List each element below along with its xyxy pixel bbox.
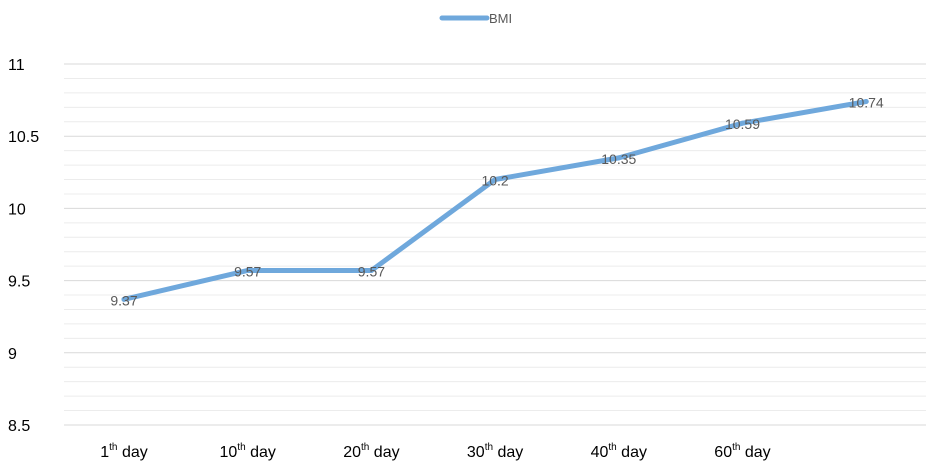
gridlines	[64, 63, 926, 426]
x-tick-label: 10th day	[220, 442, 276, 461]
y-tick-label: 10	[8, 201, 26, 218]
data-label: 9.57	[358, 263, 385, 279]
data-point	[863, 99, 869, 105]
y-tick-label: 9.5	[8, 274, 30, 291]
data-point	[121, 296, 127, 302]
data-point	[245, 267, 251, 273]
x-tick-label: 60th day	[714, 442, 770, 461]
data-label: 10.2	[481, 173, 508, 189]
x-tick-label: 40th day	[591, 442, 647, 461]
data-label: 9.37	[110, 292, 137, 308]
data-label: 9.57	[234, 263, 261, 279]
data-point	[740, 120, 745, 126]
x-tick-label: 30th day	[467, 442, 523, 461]
data-label: 10.35	[601, 151, 636, 167]
y-tick-label: 10.5	[8, 129, 39, 146]
data-point	[616, 155, 622, 161]
legend: BMI	[439, 11, 512, 26]
data-label: 10.59	[725, 116, 760, 132]
data-labels: 9.37 9.57 9.57 10.2 10.35 10.59 10.74	[110, 95, 884, 309]
legend-label-bmi: BMI	[489, 11, 512, 26]
x-tick-label: 20th day	[343, 442, 399, 461]
x-axis-tick-labels: 1th day 10th day 20th day 30th day 40th day 6…	[100, 442, 770, 461]
data-point	[492, 177, 498, 183]
y-tick-label: 11	[8, 57, 25, 74]
x-tick-label: 1th day	[100, 442, 148, 461]
data-label: 10.74	[849, 95, 884, 111]
y-axis-tick-labels: 8.5 9 9.5 10 10.5 11	[8, 57, 39, 435]
y-tick-label: 8.5	[8, 418, 30, 435]
series-bmi	[121, 99, 869, 302]
y-tick-label: 9	[8, 346, 17, 363]
data-point	[368, 267, 374, 273]
